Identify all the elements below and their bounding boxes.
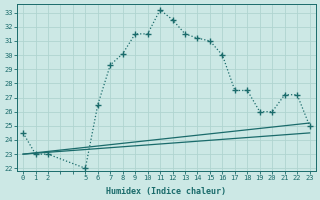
- X-axis label: Humidex (Indice chaleur): Humidex (Indice chaleur): [106, 187, 226, 196]
